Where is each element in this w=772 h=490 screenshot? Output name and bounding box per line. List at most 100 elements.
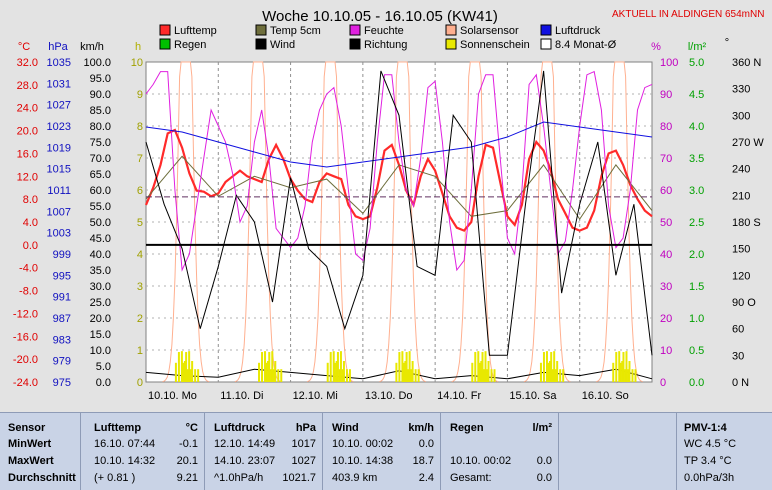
sunshine-bar <box>261 352 264 382</box>
sunshine-bar <box>553 351 556 382</box>
luftdruck-avg-value: 1021.7 <box>282 472 316 484</box>
col-wind-unit: km/h <box>408 422 434 434</box>
wind-axis-tick: 35.0 <box>90 265 111 277</box>
row-avg-label: Durchschnitt <box>8 472 76 484</box>
sunshine-bar <box>483 369 486 382</box>
rain-axis-tick: 1.0 <box>689 313 704 325</box>
sunshine-bar <box>539 362 542 382</box>
legend-swatch-luftdruck <box>540 24 552 36</box>
sunshine-bar <box>551 369 554 382</box>
direction-axis-tick: 30 <box>732 350 744 362</box>
weather-chart: Woche 10.10.05 - 16.10.05 (KW41) AKTUELL… <box>12 8 765 402</box>
sunshine-bar <box>624 369 627 382</box>
axis-header-hours: h <box>135 41 141 53</box>
wind-axis-tick: 0.0 <box>96 377 111 389</box>
sunshine-bar <box>550 352 553 382</box>
solar-curve <box>162 61 210 383</box>
wind-axis-tick: 30.0 <box>90 281 111 293</box>
humidity-axis-tick: 0 <box>660 377 666 389</box>
x-tick: 10.10. Mo <box>148 390 197 402</box>
axis-header-lm2: l/m² <box>688 41 707 53</box>
wind-axis-tick: 85.0 <box>90 105 111 117</box>
sun-axis-tick: 6 <box>137 185 143 197</box>
wind-axis-tick: 65.0 <box>90 169 111 181</box>
sun-axis-tick: 2 <box>137 313 143 325</box>
sun-axis-tick: 9 <box>137 89 143 101</box>
sunshine-bar <box>548 360 551 382</box>
legend-swatch-temp5 <box>255 24 267 36</box>
wind-axis-tick: 20.0 <box>90 313 111 325</box>
sunshine-bar <box>612 362 615 382</box>
sunshine-bar <box>414 369 417 382</box>
sunshine-bar <box>271 351 274 382</box>
pressure-axis-tick: 1023 <box>47 121 71 133</box>
direction-axis-tick: 360 N <box>732 57 761 69</box>
rain-axis-tick: 5.0 <box>689 57 704 69</box>
sunshine-bar <box>395 362 398 382</box>
wind-max-time: 10.10. 14:38 <box>332 455 394 467</box>
wind-axis-tick: 25.0 <box>90 297 111 309</box>
sunshine-bar <box>618 351 621 382</box>
sunshine-bar <box>477 351 480 382</box>
pressure-axis-tick: 1035 <box>47 57 71 69</box>
lufttemp-max-time: 10.10. 14:32 <box>94 455 156 467</box>
sunshine-bar <box>265 362 268 382</box>
rain-axis-tick: 4.0 <box>689 121 704 133</box>
sunshine-bar <box>486 369 489 382</box>
pressure-axis-tick: 1031 <box>47 78 71 90</box>
col-wind: Wind km/h 10.10. 00:02 0.0 10.10. 14:38 … <box>324 413 441 490</box>
direction-axis-tick: 180 S <box>732 217 761 229</box>
legend-label-regen: Regen <box>174 39 206 51</box>
sunshine-bar <box>471 362 474 382</box>
rain-axis-tick: 2.5 <box>689 217 704 229</box>
axis-header-celsius: °C <box>18 41 30 53</box>
legend-label-lufttemp: Lufttemp <box>174 25 217 37</box>
humidity-axis-tick: 70 <box>660 153 672 165</box>
temp-axis-tick: 24.0 <box>17 103 38 115</box>
lufttemp-max-value: 20.1 <box>176 455 198 467</box>
legend-swatch-regen <box>159 38 171 50</box>
luftdruck-max-value: 1027 <box>291 455 316 467</box>
temp-axis-tick: 32.0 <box>17 57 38 69</box>
sunshine-bar <box>197 369 200 382</box>
wind-axis-tick: 100.0 <box>83 57 111 69</box>
legend-swatch-sonne <box>445 38 457 50</box>
sunshine-bar <box>542 352 545 382</box>
sunshine-bar <box>487 360 490 382</box>
x-tick: 15.10. Sa <box>509 390 557 402</box>
direction-axis-tick: 90 O <box>732 297 756 309</box>
sun-axis-tick: 0 <box>137 377 143 389</box>
sunshine-bar <box>335 360 338 382</box>
legend-label-richtung: Richtung <box>364 39 407 51</box>
col-pmv-header: PMV-1:4 <box>684 422 727 434</box>
sun-axis-tick: 1 <box>137 345 143 357</box>
sunshine-bar <box>342 360 345 382</box>
humidity-axis-tick: 30 <box>660 281 672 293</box>
sunshine-bar <box>348 369 351 382</box>
sunshine-bar <box>177 352 180 382</box>
sunshine-bar <box>493 369 496 382</box>
legend-label-sonne: Sonnenschein <box>460 39 530 51</box>
sunshine-bar <box>332 351 335 382</box>
sunshine-bar <box>405 352 408 382</box>
regen-max-value: 0.0 <box>536 455 552 467</box>
temp-axis-tick: -16.0 <box>13 331 38 343</box>
sunshine-bar <box>191 360 194 382</box>
sunshine-bar <box>189 369 192 382</box>
rain-axis-tick: 3.5 <box>689 153 704 165</box>
sun-axis-tick: 7 <box>137 153 143 165</box>
sunshine-bar <box>484 351 487 382</box>
pressure-axis-tick: 999 <box>53 249 71 261</box>
col-sensor: Sensor MinWert MaxWert Durchschnitt <box>0 413 81 490</box>
sunshine-bar <box>628 360 631 382</box>
rain-axis-tick: 0.5 <box>689 345 704 357</box>
temp-axis-tick: 8.0 <box>23 194 38 206</box>
sunshine-bar <box>408 351 411 382</box>
direction-axis-tick: 0 N <box>732 377 749 389</box>
solar-curve <box>596 61 643 383</box>
rain-axis-tick: 1.5 <box>689 281 704 293</box>
sunshine-bar <box>401 351 404 382</box>
sunshine-bar <box>194 369 197 382</box>
series-luftdruck <box>145 121 653 168</box>
wind-axis-tick: 95.0 <box>90 73 111 85</box>
